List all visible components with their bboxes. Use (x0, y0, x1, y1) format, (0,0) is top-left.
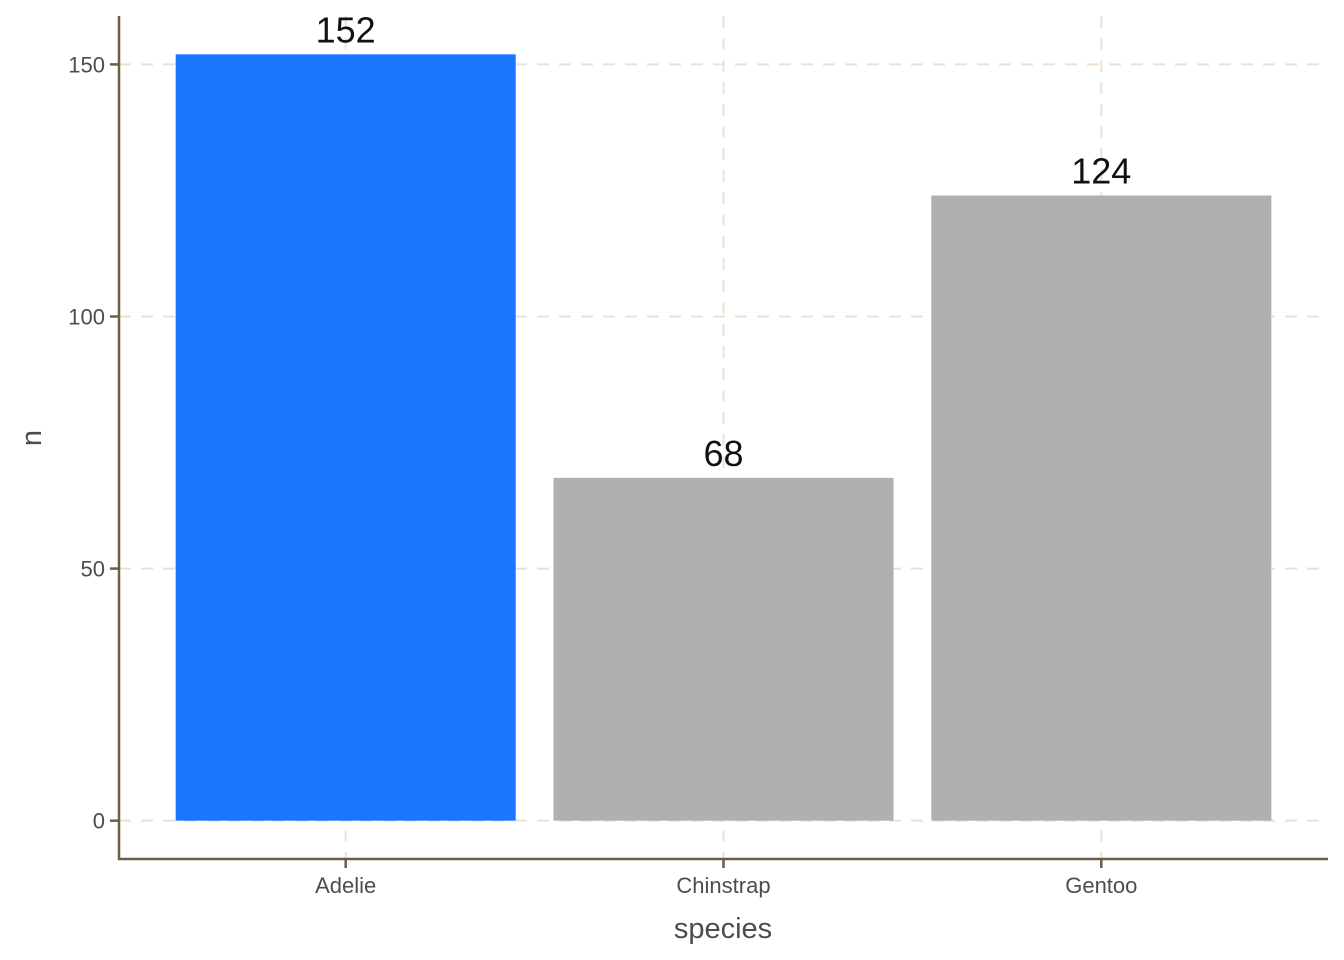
data-label-chinstrap: 68 (703, 433, 743, 474)
x-axis-ticks: Adelie Chinstrap Gentoo (315, 859, 1137, 898)
y-tick-label: 150 (68, 52, 105, 77)
bar-chinstrap (553, 477, 894, 821)
bars (175, 54, 1272, 821)
x-axis-title: species (674, 913, 772, 945)
x-tick-label-gentoo: Gentoo (1065, 873, 1137, 898)
y-tick-label: 100 (68, 304, 105, 329)
data-label-gentoo: 124 (1071, 150, 1131, 191)
y-axis-title: n (16, 430, 48, 446)
data-label-adelie: 152 (316, 9, 376, 50)
y-tick-label: 50 (81, 557, 105, 582)
bar-adelie (175, 54, 516, 821)
y-tick-label: 0 (93, 809, 105, 834)
bar-gentoo (931, 195, 1272, 821)
x-tick-label-chinstrap: Chinstrap (676, 873, 770, 898)
x-tick-label-adelie: Adelie (315, 873, 376, 898)
y-axis-ticks: 0 50 100 150 (68, 52, 119, 834)
data-labels: 152 68 124 (316, 9, 1132, 474)
